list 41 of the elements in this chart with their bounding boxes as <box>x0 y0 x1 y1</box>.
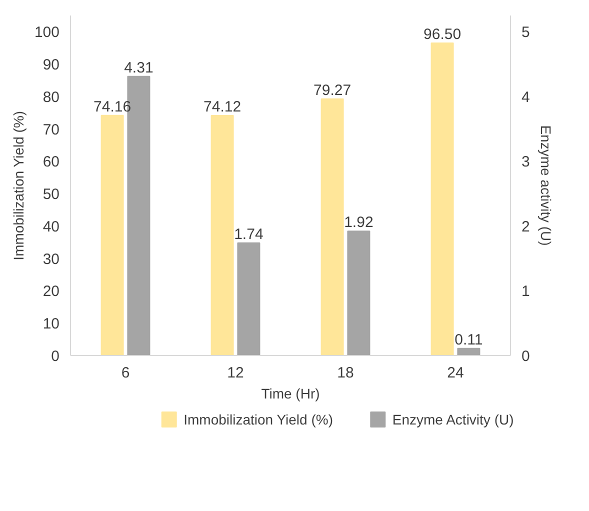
y-tick-label: 30 <box>42 250 60 268</box>
x-tick-label: 24 <box>447 364 464 382</box>
bar <box>100 114 124 356</box>
data-label: 74.12 <box>204 98 242 116</box>
data-label: 0.11 <box>454 331 483 348</box>
y-tick-label: 50 <box>42 186 60 204</box>
bar <box>457 348 480 356</box>
y2-axis-title: Enzyme activity (U) <box>538 125 554 246</box>
y-tick-label: 90 <box>42 56 60 74</box>
legend-label: Enzyme Activity (U) <box>392 412 514 428</box>
bar <box>430 42 454 356</box>
x-tick-label: 6 <box>121 364 130 382</box>
data-label: 1.74 <box>234 226 264 243</box>
y-tick-label: 40 <box>42 218 60 236</box>
data-label: 4.31 <box>124 59 154 76</box>
y2-tick-label: 1 <box>522 283 530 300</box>
data-label: 96.50 <box>424 26 462 44</box>
y2-tick-label: 5 <box>522 24 530 42</box>
bar <box>320 98 344 356</box>
y-axis-title: Immobilization Yield (%) <box>10 110 26 260</box>
data-label: 74.16 <box>94 98 132 116</box>
x-axis-title: Time (Hr) <box>261 386 320 402</box>
x-tick-label: 18 <box>337 364 354 382</box>
y-tick-label: 0 <box>51 348 60 365</box>
x-tick-label: 12 <box>227 364 244 382</box>
y-tick-label: 10 <box>42 316 60 333</box>
y-tick-label: 70 <box>42 121 60 138</box>
y2-tick-label: 2 <box>522 218 530 236</box>
data-label: 1.92 <box>344 214 374 232</box>
data-label: 79.27 <box>314 82 352 99</box>
bar <box>347 230 370 356</box>
y-tick-label: 80 <box>42 88 60 106</box>
y-tick-label: 100 <box>34 24 60 42</box>
bar <box>237 242 260 356</box>
y-tick-label: 20 <box>42 283 60 300</box>
legend-label: Immobilization Yield (%) <box>184 412 333 428</box>
bar <box>210 114 234 356</box>
y2-tick-label: 0 <box>522 348 530 365</box>
y-tick-label: 60 <box>42 154 60 171</box>
y2-tick-label: 4 <box>522 88 530 106</box>
y2-tick-label: 3 <box>522 154 530 171</box>
